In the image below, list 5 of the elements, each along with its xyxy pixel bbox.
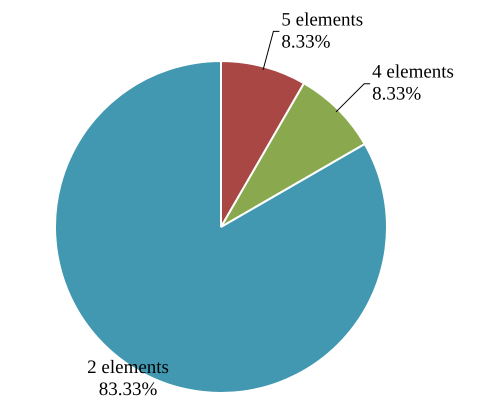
data-label: 83.33% [98, 378, 158, 400]
data-label: 8.33% [372, 84, 422, 105]
slice-label: 4 elements [372, 62, 454, 83]
data-label: 8.33% [281, 31, 331, 52]
slice-label: 5 elements [281, 9, 364, 30]
